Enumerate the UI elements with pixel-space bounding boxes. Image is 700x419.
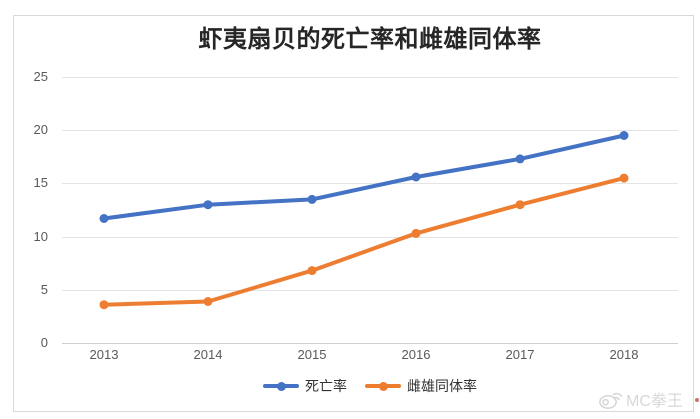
legend-label: 死亡率 [305, 378, 347, 394]
gridline-15 [62, 183, 678, 184]
legend-swatch-line-icon [365, 381, 401, 391]
x-axis-label: 2016 [401, 347, 431, 362]
gridline-5 [62, 290, 678, 291]
y-axis-label: 10 [33, 229, 48, 244]
gridline-20 [62, 130, 678, 131]
edge-artifact-dot [695, 398, 699, 402]
x-axis-label: 2017 [505, 347, 535, 362]
x-axis-label: 2015 [297, 347, 327, 362]
legend-label: 雌雄同体率 [407, 378, 477, 394]
x-axis-label: 2014 [193, 347, 223, 362]
gridline-25 [62, 77, 678, 78]
y-axis-label: 15 [33, 175, 48, 190]
x-axis-line [62, 343, 678, 344]
y-axis-label: 5 [40, 282, 48, 297]
legend-swatch-dot-icon [378, 381, 388, 391]
x-axis-label: 2018 [609, 347, 639, 362]
watermark: MC拳王 [598, 388, 683, 410]
x-axis-label: 2013 [89, 347, 119, 362]
y-axis-label: 25 [33, 69, 48, 84]
weibo-icon [599, 392, 623, 409]
y-axis-label: 0 [40, 335, 48, 350]
legend-swatch-dot-icon [276, 381, 286, 391]
legend-swatch-line-icon [263, 381, 299, 391]
y-axis-label: 20 [33, 122, 48, 137]
legend: 死亡率 雌雄同体率 [62, 377, 678, 395]
watermark-text: MC拳王 [626, 393, 683, 410]
chart-title: 虾夷扇贝的死亡率和雌雄同体率 [198, 26, 542, 53]
gridline-10 [62, 237, 678, 238]
legend-item-mortality: 死亡率 [263, 376, 347, 396]
legend-item-hermaphroditism: 雌雄同体率 [365, 376, 477, 396]
